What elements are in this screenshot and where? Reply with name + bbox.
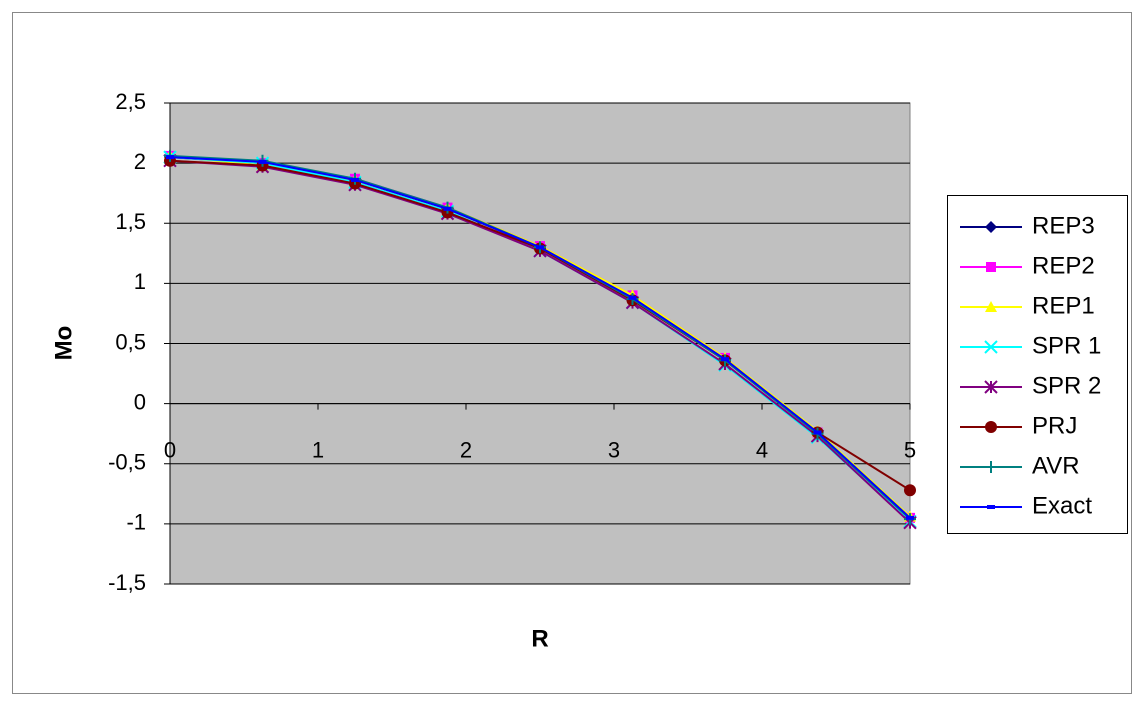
marker: [536, 245, 544, 250]
marker-shape: [984, 340, 998, 354]
marker-shape: [443, 206, 452, 211]
marker: [985, 221, 997, 233]
legend-label: PRJ: [1032, 412, 1077, 439]
marker: [628, 295, 637, 300]
marker: [985, 461, 997, 473]
legend-label: REP1: [1032, 292, 1095, 319]
x-tick-label: 2: [460, 437, 472, 462]
legend-label: REP2: [1032, 252, 1095, 279]
legend-label: Exact: [1032, 492, 1092, 519]
marker-shape: [904, 484, 916, 497]
marker-shape: [721, 357, 729, 362]
y-tick-label: -1,5: [108, 570, 146, 595]
marker: [443, 206, 452, 211]
marker: [986, 262, 996, 272]
y-tick-label: 1,5: [115, 209, 146, 234]
marker: [987, 505, 995, 509]
y-tick-label: 0,5: [115, 329, 146, 354]
y-tick-label: 0: [134, 389, 146, 414]
legend-label: REP3: [1032, 212, 1095, 239]
marker-shape: [985, 301, 997, 312]
y-tick-label: -0,5: [108, 450, 146, 475]
marker: [258, 159, 267, 164]
y-tick-label: 1: [134, 269, 146, 294]
x-tick-label: 4: [756, 437, 768, 462]
marker: [984, 380, 998, 394]
marker: [166, 155, 174, 160]
y-tick-label: 2,5: [115, 89, 146, 114]
marker: [904, 484, 916, 497]
marker-shape: [985, 221, 997, 233]
marker: [984, 340, 998, 354]
y-tick-label: -1: [126, 510, 146, 535]
legend-label: AVR: [1032, 452, 1080, 479]
legend-box: [947, 195, 1128, 534]
marker-shape: [985, 461, 997, 473]
x-tick-label: 3: [608, 437, 620, 462]
marker-shape: [985, 421, 997, 433]
marker-shape: [258, 159, 267, 164]
marker-shape: [986, 262, 996, 272]
y-tick-label: 2: [134, 149, 146, 174]
marker: [906, 515, 914, 520]
marker: [351, 177, 359, 182]
marker-shape: [906, 515, 914, 520]
x-axis-label: R: [531, 625, 548, 652]
y-axis-label: Mo: [50, 326, 77, 361]
x-tick-label: 0: [164, 437, 176, 462]
legend-label: SPR 2: [1032, 372, 1101, 399]
marker-shape: [813, 430, 822, 435]
marker-shape: [351, 177, 359, 182]
x-tick-label: 5: [904, 437, 916, 462]
marker: [813, 430, 822, 435]
marker-shape: [536, 245, 544, 250]
legend-label: SPR 1: [1032, 332, 1101, 359]
marker-shape: [987, 505, 995, 509]
marker: [985, 421, 997, 433]
marker: [985, 301, 997, 312]
marker: [721, 357, 729, 362]
marker-shape: [166, 155, 174, 160]
marker-shape: [984, 380, 998, 394]
marker-shape: [628, 295, 637, 300]
x-tick-label: 1: [312, 437, 324, 462]
